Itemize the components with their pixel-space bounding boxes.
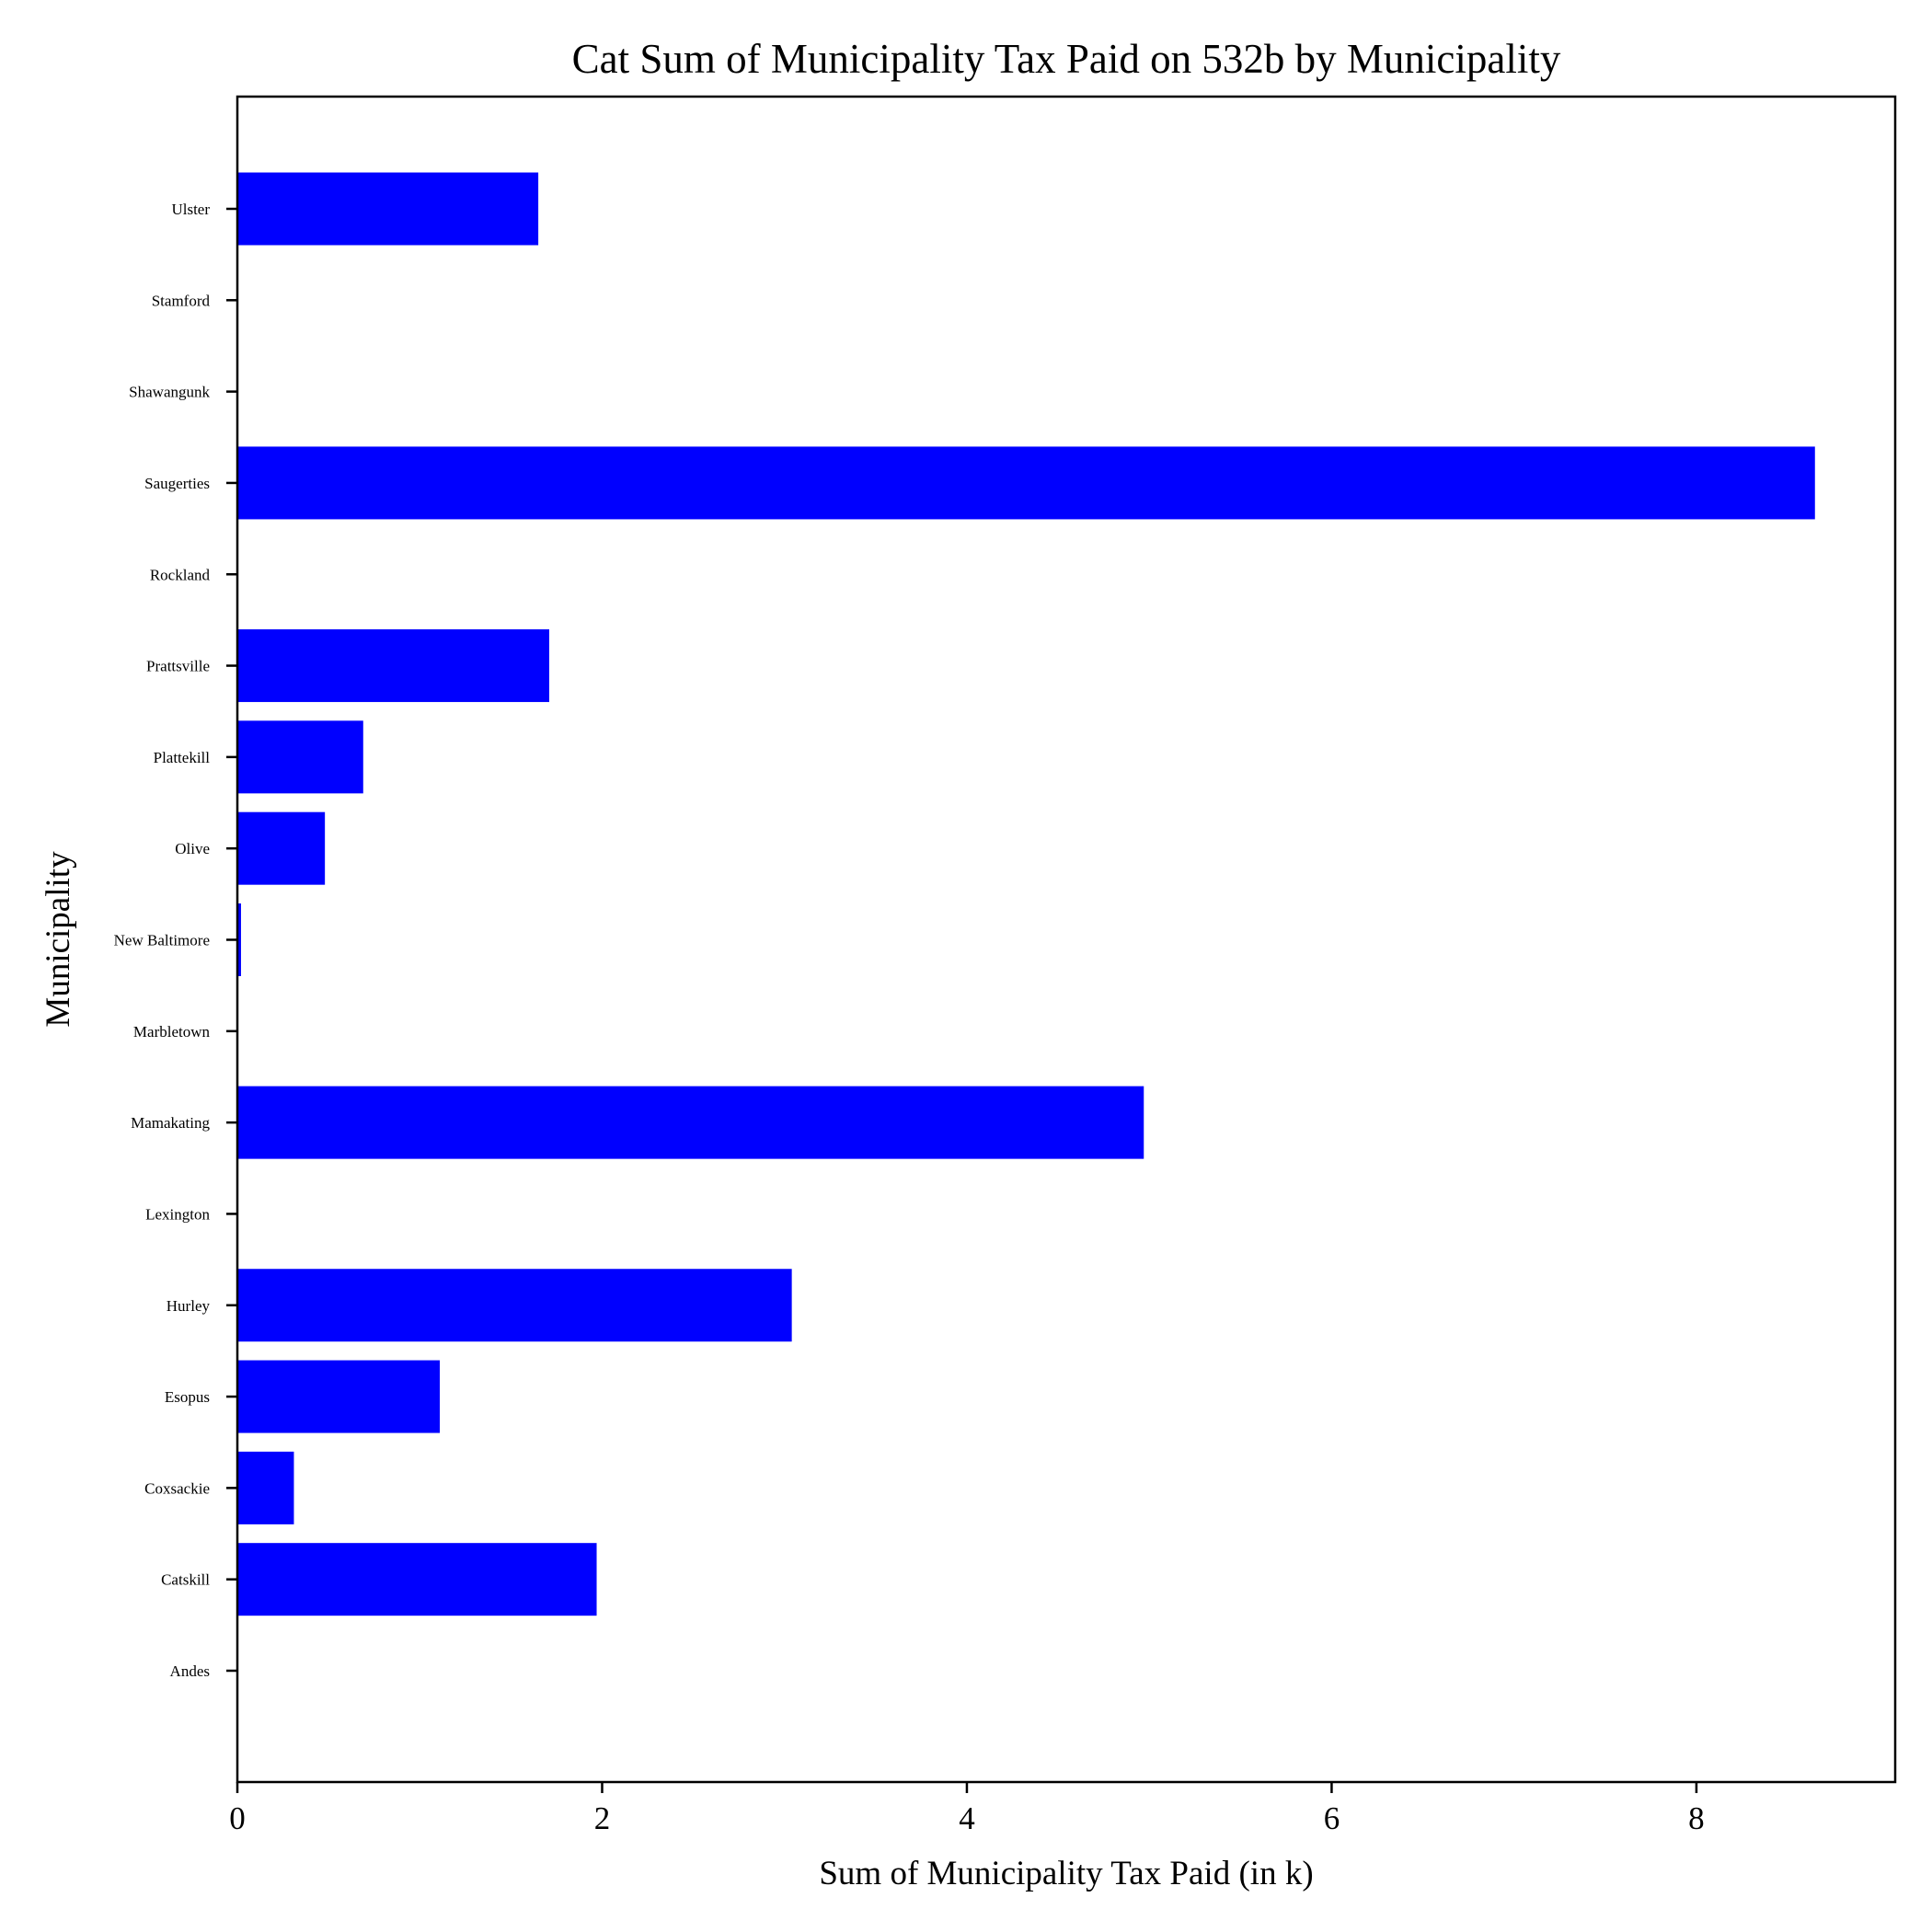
y-tick-label-plattekill: Plattekill [154,749,211,766]
y-tick-label-hurley: Hurley [167,1297,211,1315]
y-tick-label-ulster: Ulster [171,201,210,218]
y-axis-label: Municipality [40,851,77,1028]
bar-ulster [237,172,539,246]
bar-hurley [237,1269,792,1342]
y-tick-label-lexington: Lexington [145,1205,210,1223]
bar-prattsville [237,629,549,703]
x-tick-label-8: 8 [1688,1800,1705,1836]
y-tick-label-olive: Olive [175,840,210,857]
bar-olive [237,811,326,885]
y-tick-label-marbletown: Marbletown [133,1023,211,1041]
bar-new-baltimore [237,903,241,976]
y-tick-label-catskill: Catskill [161,1571,210,1589]
y-tick-label-shawangunk: Shawangunk [129,384,210,401]
x-axis-ticks: 0 2 4 6 8 [229,1782,1705,1836]
y-tick-label-coxsackie: Coxsackie [144,1479,210,1497]
y-tick-label-esopus: Esopus [165,1388,210,1406]
y-tick-label-andes: Andes [170,1662,210,1680]
y-tick-label-rockland: Rockland [150,566,211,583]
x-axis-label: Sum of Municipality Tax Paid (in k) [819,1855,1313,1892]
x-tick-label-2: 2 [594,1800,611,1836]
chart-title: Cat Sum of Municipality Tax Paid on 532b… [572,36,1561,82]
y-tick-label-prattsville: Prattsville [146,658,210,675]
x-tick-label-0: 0 [229,1800,246,1836]
bar-coxsackie [237,1451,294,1524]
y-tick-label-saugerties: Saugerties [144,475,210,492]
bar-plattekill [237,720,363,794]
y-tick-label-stamford: Stamford [152,292,211,309]
bar-catskill [237,1543,597,1616]
plot-frame [236,95,1897,1784]
bars [237,172,1815,1616]
x-tick-label-6: 6 [1324,1800,1340,1836]
x-tick-label-4: 4 [959,1800,975,1836]
y-tick-label-new-baltimore: New Baltimore [114,932,210,949]
y-axis-ticks: Andes Catskill Coxsackie Esopus Hurley Lexing… [114,201,237,1680]
bar-mamakating [237,1086,1144,1159]
bar-esopus [237,1360,441,1433]
bar-saugerties [237,446,1815,520]
y-tick-label-mamakating: Mamakating [131,1114,210,1132]
